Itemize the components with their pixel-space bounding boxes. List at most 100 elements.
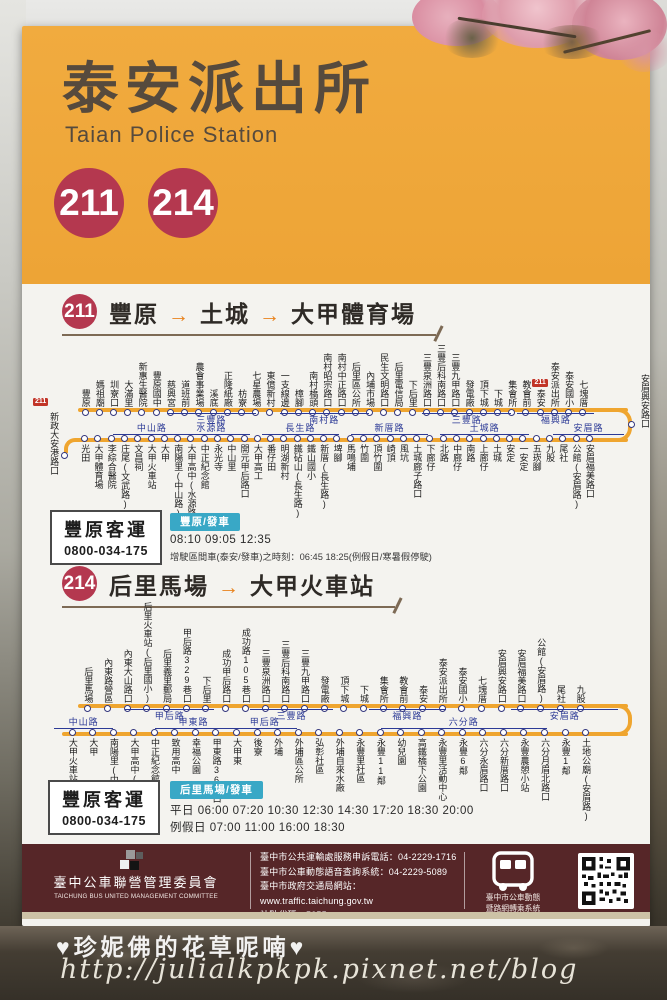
stop-label: 馬鳴埔 <box>345 444 356 471</box>
stop: 大甲體育場 <box>91 435 104 527</box>
stop-dot <box>306 435 314 442</box>
stop-label: 永豐11鄰 <box>375 738 386 785</box>
stop-dot <box>399 705 407 712</box>
stop-dot <box>497 705 505 712</box>
route-211-section: 211 豐原 → 土城 → 大甲體育場 豐原 媽祖廟 圳寮口 大滿里 新惠生醫院 豐原國中 慈興宮道… <box>33 294 650 565</box>
stop-label: 頂下城 <box>478 380 489 407</box>
stop-label: 南陽里(中山路) <box>108 738 119 812</box>
stop-dot <box>422 409 430 416</box>
stop: 庄尾(文武路) <box>118 435 131 527</box>
stop-dot <box>222 705 230 712</box>
stop-dot <box>438 705 446 712</box>
stop: 泰安 <box>413 612 433 712</box>
stop-label: 中正紀念館 <box>199 444 210 489</box>
stop-label: 后里區公所 <box>350 362 361 407</box>
stop: 永豐農憩小站 <box>514 729 535 821</box>
stop-label: 土城廊子路口 <box>412 444 423 498</box>
stop-dot <box>556 705 564 712</box>
stop: 后里義里郵局 <box>157 612 177 712</box>
stop: 后里電信局 <box>391 340 405 416</box>
dynamic-system-block: 臺中市公車動態 暨路網轉乘系統 <box>470 847 646 917</box>
stop: 東億新村 <box>263 340 277 416</box>
stop-label: 永豐里活動中心 <box>437 738 448 801</box>
stop-dot <box>479 435 487 442</box>
stop: 下城 <box>354 612 374 712</box>
stop: 南陽里(中山路) <box>103 729 124 821</box>
stop-label: 安眉福美路口 <box>584 444 595 498</box>
stop-label: 民生文明路口 <box>379 353 390 407</box>
route-214-number-badge: 214 <box>62 566 97 601</box>
logo-square <box>130 861 139 870</box>
stop-label: 永豐里社區 <box>355 738 366 783</box>
stop-label: 豐原國中 <box>151 371 162 407</box>
stop-label: 三豐后科南路口 <box>280 640 291 703</box>
upper-stops-row: 后里馬場 內東路營區 內東大山路口 后里火車站(后里國小) 后里義里郵局 甲后路329巷口… <box>78 602 590 712</box>
road-name-label: 三豐路 <box>249 709 334 721</box>
stop-label: 甲東路36巷口 <box>211 738 222 803</box>
stop-label: 九股 <box>575 685 586 703</box>
complaint-phone-line: 臺中市公共運輸處服務申訴電話：04-2229-1716 <box>260 852 457 862</box>
stop: 永光寺 <box>211 435 224 527</box>
stop-label: 圳寮口 <box>109 380 120 407</box>
road-name-label: 中山路 <box>113 423 191 436</box>
stop-label: 南村昭宗路口 <box>322 353 333 407</box>
stop: 后里馬場 <box>78 612 98 712</box>
stop-label: 大甲東 <box>232 738 243 765</box>
stop-dot <box>465 409 473 416</box>
stop: 發電廠 <box>462 340 476 416</box>
stop-dot <box>320 435 328 442</box>
system-caption-line2: 暨路網轉乘系統 <box>485 903 541 913</box>
stop: 大甲東 <box>226 729 247 821</box>
road-name-label: 甲東路 <box>154 717 233 730</box>
stop-dot <box>181 409 189 416</box>
stop: 外埔 <box>267 729 288 821</box>
stop-label: 樟腳 <box>293 389 304 407</box>
stop: 六分永眉路口 <box>473 729 494 821</box>
stop: 一支線邊 <box>277 340 291 416</box>
stop-label: 庄尾(文武路) <box>120 444 131 509</box>
stop-dot <box>227 435 235 442</box>
stop: 九股 <box>570 612 590 712</box>
route-214-headsign: 后里馬場 → 大甲火車站 <box>109 567 375 601</box>
stop-dot <box>123 705 131 712</box>
stop-label: 溪底 <box>208 389 219 407</box>
extra-service-note: 增駛區間車(泰安/發車)之時刻：06:45 18:25(例假日/寒暑假停駛) <box>170 551 432 562</box>
stop: 土城 <box>490 435 503 527</box>
stop-label: 道班前 <box>180 380 191 407</box>
stop-dot <box>274 729 282 736</box>
station-title: 泰安派出所 <box>62 57 377 120</box>
arrow-icon: → <box>168 303 191 327</box>
stop: 幼兒園 <box>391 729 412 821</box>
stop-dot <box>506 435 514 442</box>
operator-phone: 0800-034-175 <box>62 814 146 828</box>
stop-dot <box>147 435 155 442</box>
committee-logo <box>30 849 242 872</box>
stop-dot <box>152 409 160 416</box>
stop-dot <box>134 435 142 442</box>
stop: 大甲高中(水源路) <box>124 729 145 821</box>
stop-dot <box>166 409 174 416</box>
stop-dot <box>138 409 146 416</box>
route-211-number-badge: 211 <box>62 294 97 329</box>
road-name-label: 水源路 <box>172 423 250 436</box>
stop-label: 泰安派出所 <box>549 362 560 407</box>
stop: 七塊厝 <box>576 340 590 416</box>
stop-dot <box>182 705 190 712</box>
stop: 豐原國中 <box>149 340 163 416</box>
stop: 成功路105巷口 <box>236 612 256 712</box>
stop-dot <box>550 409 558 416</box>
stop-dot <box>397 729 405 736</box>
stop-label: 內埔市場 <box>365 371 376 407</box>
stop-dot <box>579 409 587 416</box>
stop: 大甲高工 <box>251 435 264 527</box>
route-number-marker: 211 <box>33 398 49 407</box>
voice-inquiry-line: 臺中市公車動態語音查詢系統：04-2229-5089 <box>260 866 448 877</box>
stop-dot <box>160 435 168 442</box>
arrow-icon: → <box>218 575 241 599</box>
website-line: 臺中市政府交通局網站：www.traffic.taichung.gov.tw <box>260 881 374 906</box>
logo-square <box>136 852 143 859</box>
stop: 致用高中 <box>165 729 186 821</box>
stop: 竹圍 <box>357 435 370 527</box>
stop-dot <box>95 409 103 416</box>
route-211-header: 211 豐原 → 土城 → 大甲體育場 <box>62 294 436 336</box>
